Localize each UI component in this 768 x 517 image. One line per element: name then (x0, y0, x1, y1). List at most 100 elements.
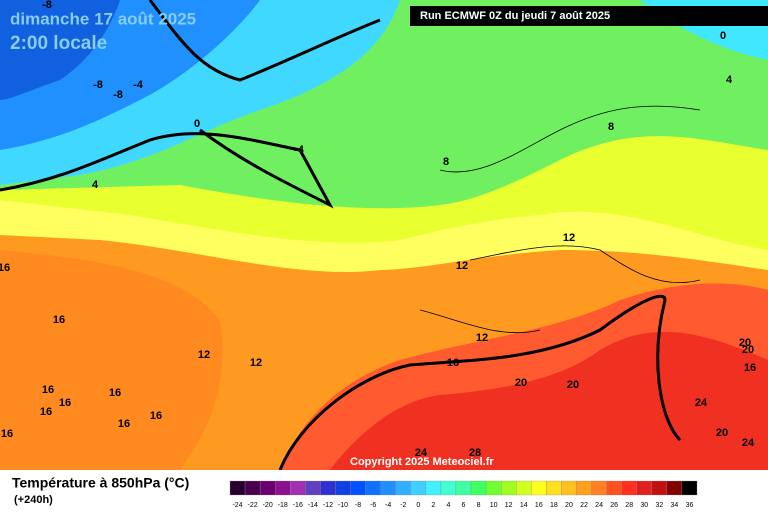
colorbar-tick-label: 10 (490, 502, 498, 509)
legend-lead: (+240h) (14, 494, 53, 506)
map-title: dimanche 17 août 2025 (10, 9, 196, 28)
colorbar-swatch (259, 480, 276, 496)
contour-label: 16 (744, 362, 756, 374)
colorbar-swatch (275, 480, 291, 496)
colorbar-swatch (606, 480, 622, 496)
colorbar-swatch (561, 480, 577, 496)
colorbar-tick-label: -10 (338, 502, 348, 509)
colorbar-swatch (591, 480, 607, 496)
colorbar-tick-label: 22 (580, 502, 588, 509)
contour-label: -4 (133, 79, 144, 91)
colorbar-swatch (501, 480, 517, 496)
contour-label: 12 (198, 349, 210, 361)
colorbar-swatch (229, 480, 246, 496)
colorbar-swatch (425, 480, 442, 496)
colorbar-swatch (335, 480, 351, 496)
contour-label: 0 (720, 30, 726, 42)
contour-label: 24 (695, 397, 708, 409)
colorbar-tick-label: 20 (565, 502, 573, 509)
contour-label: 16 (42, 384, 54, 396)
contour-label: 8 (443, 156, 449, 168)
contour-label: 16 (447, 357, 459, 369)
colorbar-swatch (516, 480, 532, 496)
colorbar-tick-label: 32 (655, 502, 663, 509)
run-info: Run ECMWF 0Z du jeudi 7 août 2025 (420, 10, 610, 22)
colorbar-tick-label: -4 (385, 502, 391, 509)
colorbar-tick-label: 36 (686, 502, 694, 509)
contour-label: 4 (726, 74, 733, 86)
contour-label: 16 (0, 262, 10, 274)
contour-label: 12 (456, 260, 468, 272)
contour-label: 12 (476, 332, 488, 344)
contour-label: 0 (194, 118, 200, 130)
colorbar-swatch (440, 480, 457, 496)
contour-label: 28 (469, 447, 481, 459)
contour-label: 24 (742, 437, 755, 449)
colorbar-swatch (651, 480, 668, 496)
colorbar-swatch (305, 480, 321, 496)
colorbar-swatch (320, 480, 336, 496)
contour-label: 16 (118, 418, 130, 430)
colorbar-tick-label: -8 (355, 502, 361, 509)
colorbar-tick-label: 34 (671, 502, 679, 509)
colorbar-tick-label: 2 (431, 502, 435, 509)
colorbar-tick-label: 14 (520, 502, 528, 509)
contour-label: 16 (150, 410, 162, 422)
colorbar-swatch (531, 480, 547, 496)
contour-label: 20 (742, 344, 754, 356)
colorbar-tick-label: -2 (400, 502, 406, 509)
contour-label: 20 (739, 337, 751, 349)
contour-label: 16 (1, 428, 13, 440)
colorbar-tick-label: -16 (293, 502, 303, 509)
colorbar-tick-label: -14 (308, 502, 318, 509)
colorbar-tick-label: 30 (640, 502, 648, 509)
colorbar-swatch (636, 480, 652, 496)
colorbar-tick-label: 26 (610, 502, 618, 509)
contour-label: 16 (40, 406, 52, 418)
contour-label: 12 (250, 357, 262, 369)
colorbar-tick-label: 28 (625, 502, 633, 509)
colorbar-tick-label: -12 (323, 502, 333, 509)
colorbar-tick-label: 0 (416, 502, 420, 509)
colorbar-swatch (244, 480, 261, 496)
colorbar-swatch (380, 480, 396, 496)
contour-label: 16 (53, 314, 65, 326)
colorbar-swatch (681, 480, 698, 496)
colorbar-tick-label: -20 (263, 502, 273, 509)
colorbar-swatch (470, 480, 487, 496)
colorbar-swatch (546, 480, 562, 496)
colorbar-tick-label: -24 (232, 502, 242, 509)
colorbar-tick-label: 18 (550, 502, 558, 509)
colorbar-tick-label: 4 (446, 502, 450, 509)
colorbar-swatch (365, 480, 381, 496)
colorbar-tick-label: 24 (595, 502, 603, 509)
colorbar-swatch (621, 480, 637, 496)
contour-label: 12 (563, 232, 575, 244)
map-background (0, 0, 768, 471)
contour-label: 24 (415, 447, 428, 459)
contour-label: 4 (92, 179, 99, 191)
contour-label: 20 (515, 377, 527, 389)
colorbar-swatch (350, 480, 366, 496)
colorbar-swatch (455, 480, 472, 496)
contour-label: -8 (42, 0, 52, 11)
colorbar-tick-label: 6 (462, 502, 466, 509)
contour-label: 16 (109, 387, 121, 399)
run-box (410, 6, 768, 26)
colorbar-tick-label: 8 (477, 502, 481, 509)
colorbar-swatch (666, 480, 683, 496)
legend-title: Température à 850hPa (°C) (12, 475, 189, 491)
contour-label: 20 (716, 427, 728, 439)
colorbar-swatch (576, 480, 592, 496)
colorbar-swatch (485, 480, 502, 496)
colorbar-swatch (410, 480, 426, 496)
colorbar-swatch (290, 480, 306, 496)
contour-label: 8 (608, 121, 614, 133)
map-subtitle: 2:00 locale (10, 33, 107, 54)
colorbar-tick-label: -18 (278, 502, 288, 509)
colorbar-tick-label: 12 (505, 502, 513, 509)
colorbar-swatch (395, 480, 411, 496)
contour-label: -8 (93, 79, 103, 91)
